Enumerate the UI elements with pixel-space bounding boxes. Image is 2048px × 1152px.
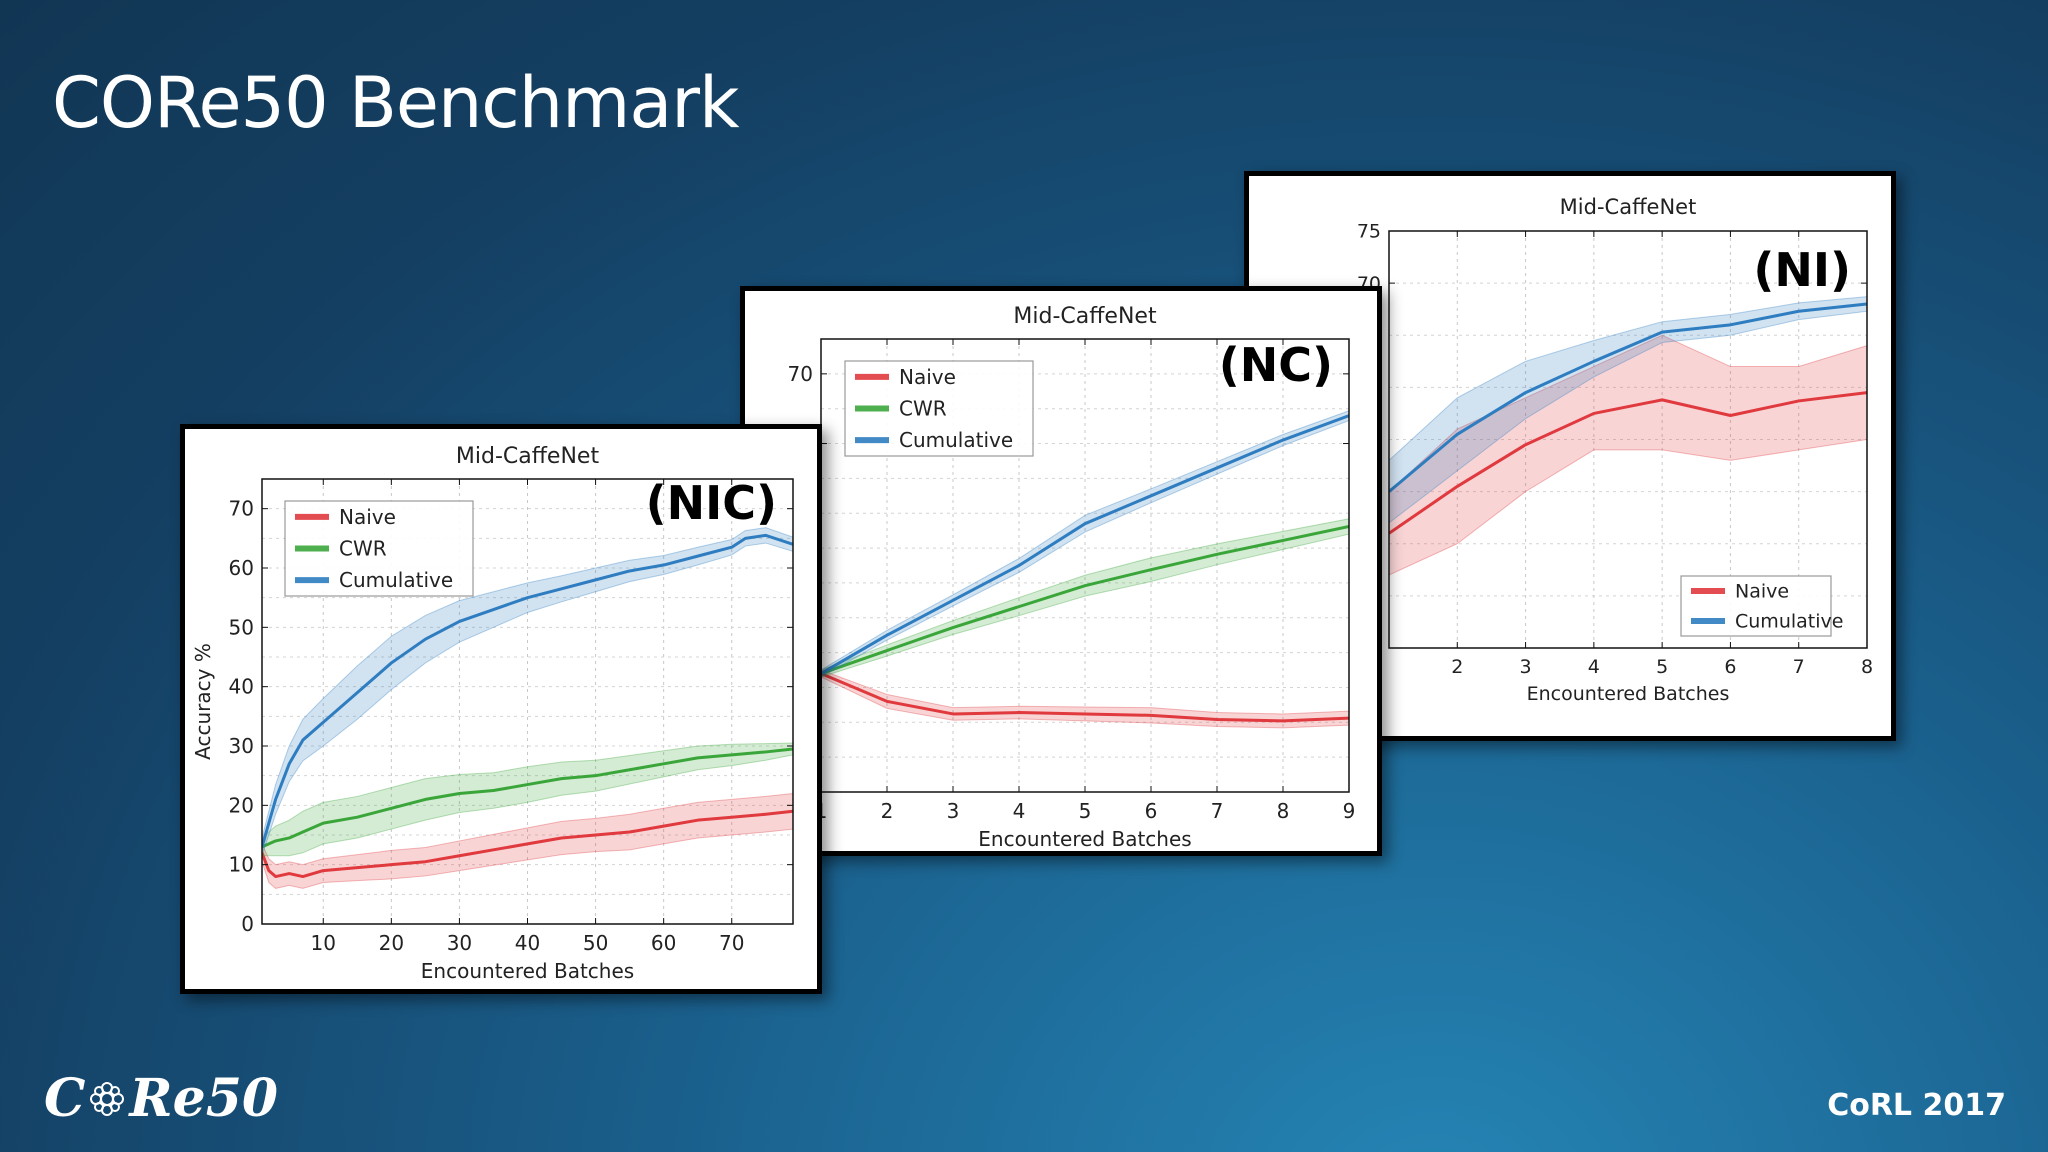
core50-logo: C Re50 [44,1068,278,1129]
legend-box [1680,575,1832,637]
legend: Naive CWR Cumulative [844,360,1034,457]
x-tick-label: 3 [947,799,960,823]
x-tick-label: 50 [583,931,608,955]
x-tick-label: 5 [1079,799,1092,823]
logo-text-right: Re50 [129,1068,279,1129]
x-tick-label: 8 [1861,656,1873,678]
band-naive [1389,334,1867,576]
x-tick-label: 30 [447,931,472,955]
x-tick-label: 2 [881,799,894,823]
chart-title: Mid-CaffeNet [1560,195,1697,219]
x-tick-label: 2 [1451,656,1463,678]
legend: Naive Cumulative [1680,575,1843,637]
x-tick-label: 4 [1588,656,1600,678]
x-tick-label: 3 [1520,656,1532,678]
legend-entry: Naive [1735,581,1789,603]
y-tick-label: 20 [229,793,254,817]
x-tick-label: 4 [1013,799,1026,823]
legend-entry: Naive [339,505,396,529]
y-tick-label: 50 [229,615,254,639]
chart-nic: 10 20 30 40 50 60 70 0 10 20 30 40 50 60 70 Mid-CaffeNe… [191,444,794,983]
x-axis-label: Encountered Batches [1527,683,1730,705]
x-axis-label: Encountered Batches [978,827,1191,851]
y-tick-label: 70 [788,362,813,386]
plot-area [821,410,1349,729]
x-tick-label: 7 [1211,799,1224,823]
x-tick-label: 60 [651,931,676,955]
x-tick-label: 10 [311,931,336,955]
band-cumulative [1389,296,1867,524]
legend-entry: Cumulative [899,428,1013,452]
x-tick-label: 9 [1343,799,1356,823]
x-tick-label: 20 [379,931,404,955]
band-cumulative [821,410,1349,678]
x-tick-label: 6 [1145,799,1158,823]
y-tick-label: 70 [229,497,254,521]
y-tick-label: 10 [229,853,254,877]
series-line-cumulative [1389,302,1867,493]
chart-tag: (NC) [1219,338,1333,392]
y-tick-label: 40 [229,675,254,699]
x-tick-label: 70 [719,931,744,955]
chart-title: Mid-CaffeNet [1013,304,1157,329]
series-line-naive [1389,391,1867,535]
x-tick-label: 40 [515,931,540,955]
chart-tag: (NI) [1753,243,1851,297]
plot-area [262,527,793,889]
y-tick-label: 75 [1357,221,1381,243]
chart-tag: (NIC) [646,476,777,530]
x-tick-label: 7 [1793,656,1805,678]
x-axis-label: Encountered Batches [421,959,634,983]
legend-entry: Cumulative [1735,611,1843,633]
x-tick-label: 8 [1277,799,1290,823]
chart-card-nic: 10 20 30 40 50 60 70 0 10 20 30 40 50 60 70 Mid-CaffeNe… [180,424,822,994]
legend: Naive CWR Cumulative [284,500,474,597]
x-tick-label: 6 [1724,656,1736,678]
legend-entry: CWR [339,537,387,561]
logo-text-left: C [44,1068,86,1129]
y-axis-label: Accuracy % [191,643,215,760]
slide-title: CORe50 Benchmark [52,62,740,144]
band-cwr [821,518,1349,678]
legend-entry: CWR [899,397,947,421]
plot-frame [1388,230,1868,649]
band-cumulative [262,527,793,856]
y-tick-label: 60 [229,556,254,580]
footer-conference: CoRL 2017 [1827,1088,2006,1123]
y-tick-label: 30 [229,734,254,758]
series-line-naive [262,809,793,879]
logo-flower-icon [90,1081,125,1116]
chart-title: Mid-CaffeNet [456,444,600,469]
legend-entry: Naive [899,365,956,389]
band-cwr [262,742,793,857]
y-tick-label: 0 [241,912,254,936]
series-line-cwr [262,747,793,849]
legend-entry: Cumulative [339,568,453,592]
plot-area [1389,296,1867,576]
x-tick-label: 5 [1656,656,1668,678]
